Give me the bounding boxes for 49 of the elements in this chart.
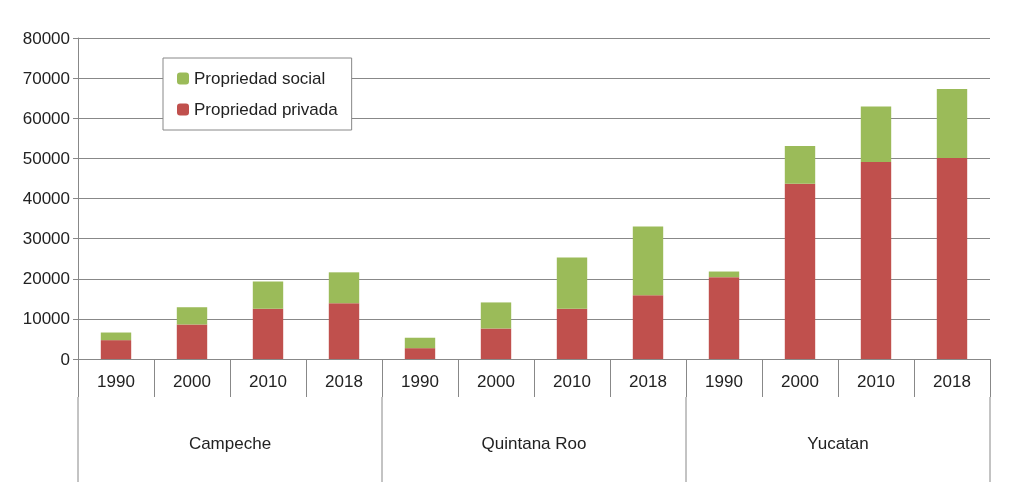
bar [404, 348, 436, 359]
bar [176, 307, 208, 325]
bar [936, 88, 968, 158]
x-tick-label: 2010 [553, 372, 591, 391]
x-tick-label: 2018 [325, 372, 363, 391]
bar [404, 337, 436, 349]
x-tick-label: 2010 [857, 372, 895, 391]
x-tick-label: 1990 [705, 372, 743, 391]
text: Campeche [188, 434, 272, 453]
y-tick-label: 40000 [22, 189, 70, 208]
bar [708, 277, 740, 359]
y-tick-label: 10000 [22, 309, 70, 329]
text: Yucatan [807, 434, 869, 453]
legend-label: Propriedad privada [194, 100, 339, 119]
y-tick-label: 0 [60, 349, 70, 369]
bar [632, 226, 664, 296]
x-tick-label: 1990 [401, 372, 439, 391]
bar [328, 272, 360, 304]
x-tick-label: 2018 [629, 372, 667, 391]
legend-label: Propriedad social [194, 69, 326, 88]
y-tick-label: 20000 [22, 269, 70, 289]
bar [784, 183, 816, 359]
bar [480, 302, 512, 329]
bar [860, 161, 892, 359]
x-tick-label: 2018 [933, 372, 971, 391]
y-tick-label: 50000 [22, 148, 70, 168]
bar [252, 308, 284, 359]
bar [556, 257, 588, 309]
x-tick-label: 2000 [477, 372, 515, 391]
bar [784, 145, 816, 184]
bar [100, 332, 132, 341]
x-tick-label: 2000 [781, 372, 819, 391]
bar [480, 328, 512, 359]
y-tick-label: 60000 [22, 108, 70, 128]
y-tick-label: 30000 [22, 229, 70, 249]
bar [176, 324, 208, 359]
bar [860, 106, 892, 162]
x-tick-label: 2010 [249, 372, 287, 391]
bar [556, 308, 588, 359]
y-tick-label: 80000 [22, 28, 70, 48]
x-tick-label: 2000 [173, 372, 211, 391]
y-tick-label: 70000 [22, 68, 70, 88]
bar [100, 340, 132, 359]
bar [632, 295, 664, 359]
x-tick-label: 1990 [97, 372, 135, 391]
text: Quintana Roo [481, 434, 587, 453]
bar [328, 303, 360, 359]
bar [936, 157, 968, 359]
bar [252, 281, 284, 309]
